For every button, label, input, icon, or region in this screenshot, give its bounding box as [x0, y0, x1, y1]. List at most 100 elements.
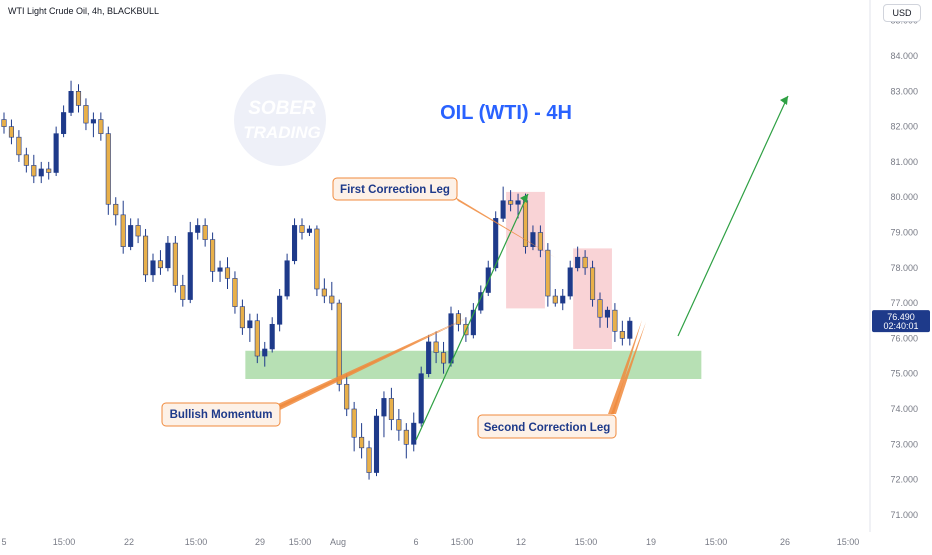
candle — [351, 401, 357, 452]
candle-body-down — [396, 419, 402, 431]
x-tick-label: 29 — [255, 537, 265, 547]
candle — [589, 260, 596, 307]
candle-body-down — [202, 225, 208, 240]
y-tick-label: 73.000 — [890, 439, 918, 449]
second-correction-box — [477, 414, 617, 439]
candle-body-down — [232, 278, 238, 307]
candle — [500, 186, 506, 222]
candle — [68, 80, 74, 117]
candle-body-down — [508, 200, 514, 205]
candle-body-down — [299, 225, 305, 233]
candle — [619, 320, 625, 346]
candle — [440, 341, 447, 374]
candle-body-up — [38, 168, 44, 177]
candle-body-up — [373, 415, 380, 473]
y-tick-label: 74.000 — [890, 404, 918, 414]
candle-body-up — [560, 295, 566, 304]
candle-body-down — [113, 203, 119, 216]
last-price-value: 76.490 — [887, 312, 915, 322]
candle-body-down — [329, 295, 335, 304]
candle — [403, 423, 409, 459]
candle-body-down — [545, 249, 551, 297]
candle — [31, 154, 37, 184]
callout-bullish-momentum[interactable]: Bullish Momentum — [161, 402, 281, 427]
candle-body-down — [366, 447, 372, 473]
candle-body-down — [224, 267, 231, 279]
candle — [604, 306, 611, 328]
candle-body-down — [105, 133, 111, 205]
candle-body-down — [619, 331, 625, 339]
candle — [530, 225, 536, 251]
y-tick-label: 82.000 — [890, 122, 918, 132]
candle — [83, 98, 89, 131]
candle — [195, 218, 201, 240]
candle-body-up — [426, 341, 432, 374]
y-tick-label: 71.000 — [890, 510, 918, 520]
x-tick-label: 15:00 — [575, 537, 598, 547]
first-correction-label: First Correction Leg — [340, 184, 450, 196]
bar-countdown: 02:40:01 — [883, 321, 918, 331]
candle-body-up — [53, 133, 59, 173]
candle-body-down — [336, 302, 342, 385]
candle-body-up — [627, 320, 633, 339]
x-tick-label: 15:00 — [185, 537, 208, 547]
candle-body-up — [470, 309, 476, 336]
candle — [537, 225, 543, 258]
candle-body-down — [597, 299, 603, 318]
candle — [478, 285, 484, 314]
candle — [545, 243, 551, 307]
projection-arrow-line — [677, 95, 789, 337]
currency-selector[interactable]: USD — [883, 4, 921, 22]
candle-body-up — [187, 232, 193, 300]
candle — [284, 253, 290, 300]
bullish-momentum-box — [161, 402, 281, 427]
axis-layer: 71.000 72.000 73.000 74.000 75.000 76.000 77.0… — [1, 16, 918, 547]
x-tick-label: 15:00 — [53, 537, 76, 547]
candle-body-down — [254, 320, 260, 357]
candle — [172, 236, 178, 293]
callout-first-correction[interactable]: First Correction Leg — [332, 177, 458, 201]
arrows-layer — [415, 95, 789, 441]
candle — [262, 341, 268, 367]
y-tick-label: 78.000 — [890, 263, 918, 273]
candle — [433, 331, 439, 364]
candle — [23, 147, 29, 173]
y-tick-label: 76.000 — [890, 333, 918, 343]
candle-body-down — [75, 91, 82, 106]
callout-second-correction[interactable]: Second Correction Leg — [477, 414, 617, 439]
x-tick-label: 15:00 — [837, 537, 860, 547]
y-tick-label: 79.000 — [890, 228, 918, 238]
candle-body-down — [351, 408, 357, 438]
candle-body-down — [1, 119, 7, 127]
x-tick-label: 15:00 — [451, 537, 474, 547]
candle-body-down — [46, 168, 52, 173]
candle-body-down — [440, 352, 447, 364]
candle-body-down — [120, 214, 126, 247]
candle — [560, 288, 566, 311]
candle-body-up — [381, 398, 387, 417]
candle-body-up — [291, 225, 298, 262]
candle — [418, 366, 424, 427]
candle — [187, 221, 193, 304]
y-tick-label: 75.000 — [890, 369, 918, 379]
candle-body-down — [172, 242, 178, 286]
bullish-momentum-pointer-1 — [278, 318, 468, 411]
candle-body-down — [388, 398, 394, 420]
candle — [411, 412, 417, 452]
candle-body-down — [23, 154, 29, 166]
candle — [321, 278, 327, 304]
candle — [493, 211, 499, 272]
candle-body-up — [61, 112, 67, 134]
candle — [120, 200, 126, 254]
candle — [314, 225, 320, 297]
candle-body-up — [418, 373, 424, 424]
last-price-badge-bg — [872, 310, 930, 333]
callout-lines — [278, 197, 646, 414]
x-tick-label: 15:00 — [289, 537, 312, 547]
candle-body-up — [262, 348, 268, 357]
candle-body-up — [515, 200, 521, 205]
candle-body-up — [448, 313, 454, 364]
y-tick-label: 80.000 — [890, 192, 918, 202]
